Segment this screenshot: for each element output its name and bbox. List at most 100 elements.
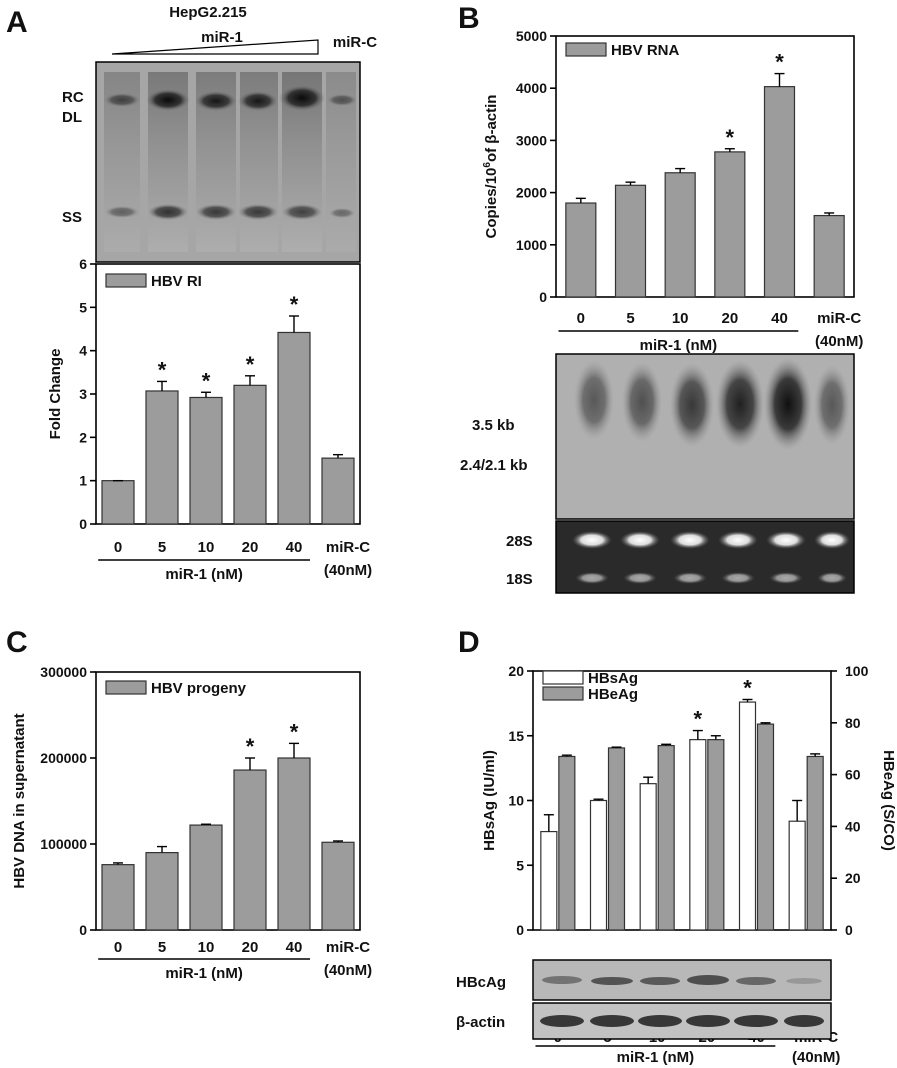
y-tick-label: 100000: [40, 836, 87, 852]
bar-a-hbv-ri-2: [189, 396, 223, 525]
x-tick-label-control: miR-C: [817, 310, 861, 327]
x-tick-label: 10: [198, 539, 215, 556]
legend-label: HBV RNA: [611, 42, 680, 59]
rrna-gel: [555, 520, 855, 594]
bar-d-hbeag-4: [756, 723, 775, 931]
x-tick-label-control-sub: (40nM): [324, 562, 372, 579]
significance-star: *: [775, 50, 784, 75]
rrna-28s-lane3: [670, 531, 710, 549]
rrna-28s-lane6: [814, 531, 850, 549]
legend-label: HBV RI: [151, 273, 202, 290]
bar-c-hbv-progeny-0: [101, 864, 135, 931]
y-tick-label: 4000: [516, 80, 547, 96]
rrna-18s-lane5: [769, 572, 803, 584]
southern-blot-a: [95, 61, 361, 263]
bar-d-hbeag-1: [607, 747, 626, 931]
blot-label-beta-actin: β-actin: [456, 1014, 505, 1031]
rrna-28s-lane5: [766, 531, 806, 549]
y-axis-right-label: HBeAg (S/CO): [880, 750, 897, 851]
band-rc-lane3: [195, 91, 237, 111]
bar-d-hbeag-3: [707, 739, 725, 931]
plot-frame-b: [555, 35, 855, 298]
bar-b-hbv-rna-5: [813, 214, 845, 298]
rrna-18s-lane4: [721, 572, 755, 584]
significance-star: *: [290, 292, 299, 317]
bar-d-hbsag-1: [589, 799, 608, 931]
panel-d-letter: D: [458, 626, 480, 659]
x-tick-label: 40: [286, 539, 303, 556]
y-tick-label: 0: [516, 922, 524, 938]
x-tick-label: 5: [158, 939, 166, 956]
bar-b-hbv-rna-4: [763, 86, 796, 298]
rrna-28s-lane4: [718, 531, 758, 549]
y-axis-label: HBV DNA in supernatant: [11, 713, 28, 888]
y-tick-label: 4: [79, 343, 87, 359]
significance-star: *: [726, 125, 735, 150]
bar-d-hbsag-5: [788, 820, 806, 931]
bar-c-hbv-progeny-4: [277, 757, 311, 931]
band-ss-lane3: [196, 204, 236, 220]
x-tick-label: 0: [114, 539, 122, 556]
concentration-ramp: [111, 39, 319, 55]
bar-c-hbv-progeny-3: [233, 769, 267, 931]
bar-d-hbsag-0: [540, 830, 558, 931]
panel-a-letter: A: [6, 6, 28, 39]
blot-label-3-5kb: 3.5 kb: [472, 417, 515, 434]
blot-label-hbcag: HBcAg: [456, 974, 506, 991]
ramp-label: miR-1: [201, 29, 243, 46]
rna-band-lane2: [622, 362, 662, 442]
plot-frame-d: [532, 670, 832, 931]
x-tick-label: 40: [771, 310, 788, 327]
significance-star: *: [246, 352, 255, 377]
group-label: miR-1 (nM): [640, 337, 718, 354]
bar-b-hbv-rna-3: [714, 151, 746, 298]
legend-swatch: [542, 686, 584, 701]
x-tick-label-control-sub: (40nM): [792, 1049, 840, 1066]
blot-label-18s: 18S: [506, 571, 533, 588]
significance-star: *: [158, 357, 167, 382]
bar-b-hbv-rna-1: [614, 184, 647, 298]
y-tick-label: 2: [79, 429, 87, 445]
blot-label-ss: SS: [62, 209, 82, 226]
bar-d-hbeag-0: [558, 755, 576, 931]
legend-label: HBV progeny: [151, 680, 247, 697]
y-tick-label: 6: [79, 256, 87, 272]
x-tick-label: 20: [242, 539, 259, 556]
y-tick-label: 0: [79, 516, 87, 532]
x-tick-label: 10: [198, 939, 215, 956]
bar-b-hbv-rna-2: [664, 172, 696, 298]
band-ss-lane5: [282, 204, 322, 220]
band-ss-lane1: [105, 206, 139, 218]
bar-d-hbsag-4: [738, 701, 757, 931]
band-rc-lane5: [279, 85, 325, 111]
y-tick-label: 1: [79, 473, 87, 489]
band-rc-lane6: [327, 94, 357, 106]
blot-label-rc: RC: [62, 89, 84, 106]
y-tick-label: 300000: [40, 664, 87, 680]
y-tick-label: 0: [79, 922, 87, 938]
bar-a-hbv-ri-0: [101, 480, 135, 525]
rna-band-lane6: [814, 365, 850, 445]
x-tick-label-control: miR-C: [326, 939, 370, 956]
legend-label: HBsAg: [588, 670, 638, 687]
bar-d-hbsag-3: [689, 739, 707, 931]
blot-label-2-4kb: 2.4/2.1 kb: [460, 457, 528, 474]
group-label: miR-1 (nM): [165, 965, 243, 982]
y-right-tick-label: 20: [845, 870, 861, 886]
y-tick-label: 20: [508, 663, 524, 679]
group-label: miR-1 (nM): [617, 1049, 695, 1066]
bar-b-hbv-rna-0: [565, 202, 597, 298]
legend-label: HBeAg: [588, 686, 638, 703]
band-rc-lane2: [146, 89, 190, 111]
plot-frame-c: [95, 671, 361, 931]
chart-b: 0 1000 2000 3000 4000 5000 Copies/106of β-acti…: [482, 28, 863, 354]
western-blot-hbcag: [532, 959, 832, 1001]
legend-swatch: [105, 680, 147, 695]
y-tick-label: 15: [508, 728, 524, 744]
x-tick-label: 0: [577, 310, 585, 327]
significance-star: *: [290, 719, 299, 744]
bar-d-hbsag-2: [639, 783, 657, 931]
blot-label-28s: 28S: [506, 533, 533, 550]
bar-a-hbv-ri-5: [321, 457, 355, 525]
